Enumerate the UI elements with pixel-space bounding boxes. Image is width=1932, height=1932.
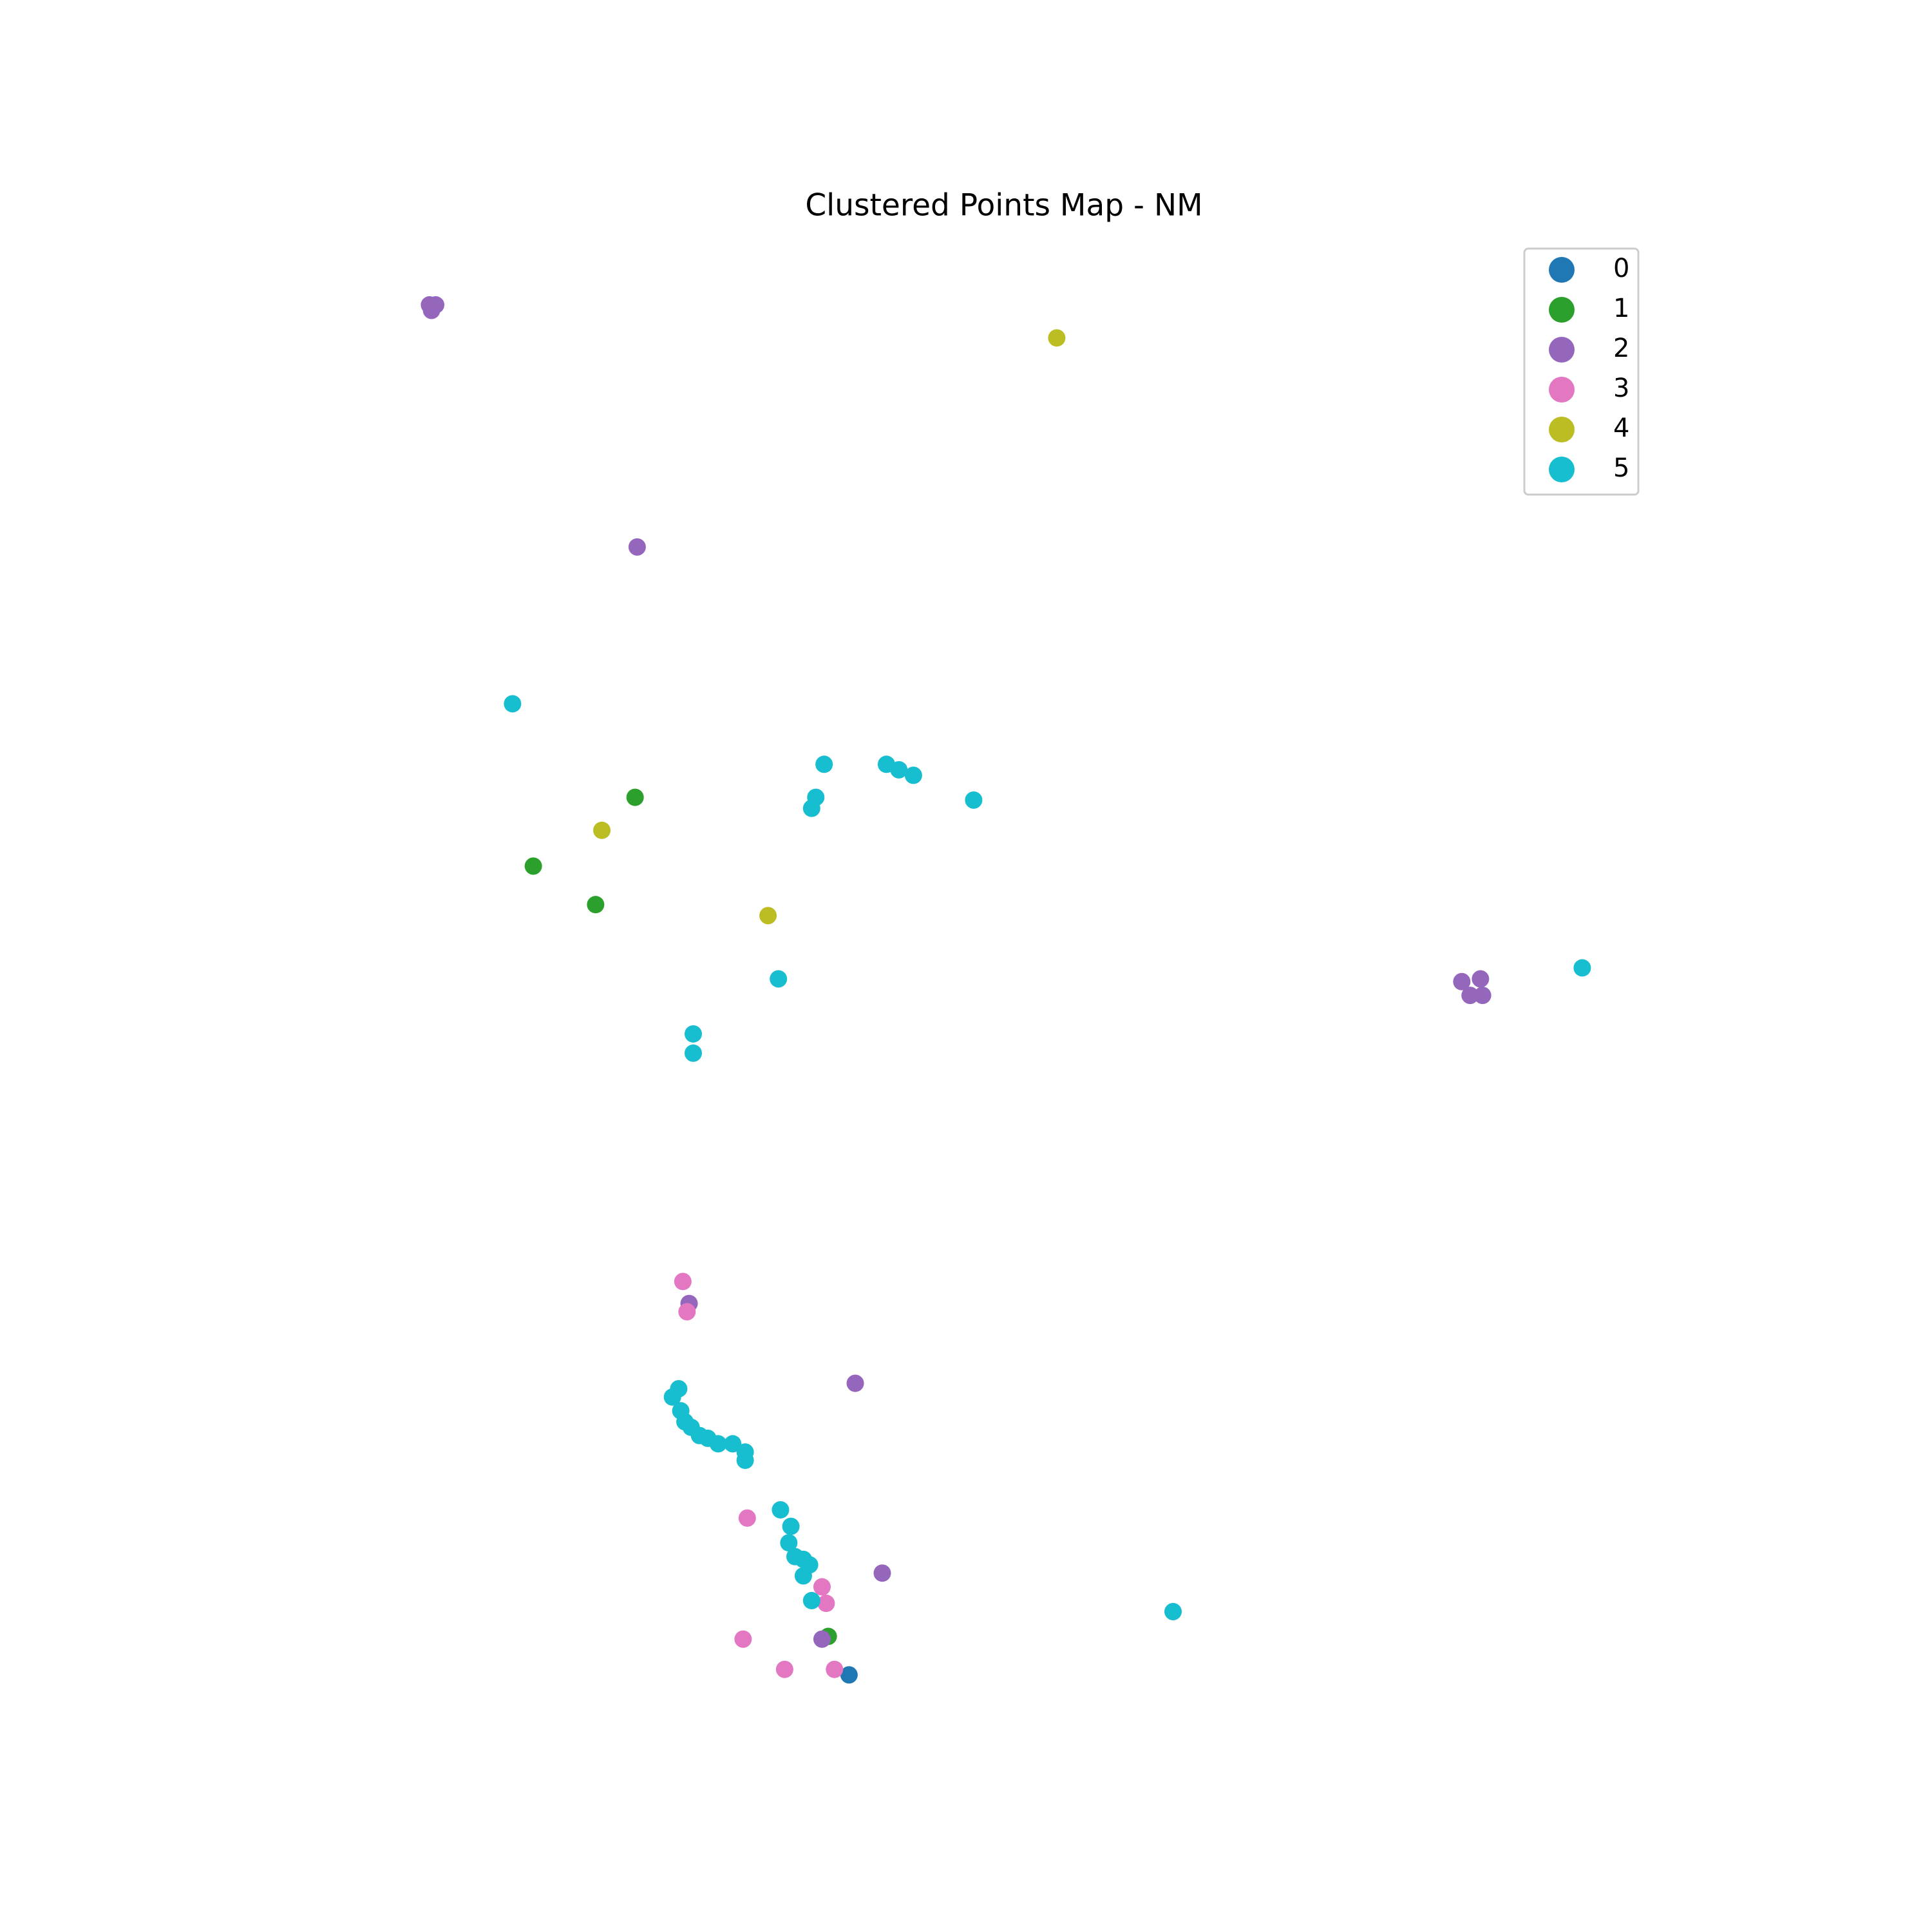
- point: [734, 1630, 752, 1648]
- point: [846, 1374, 864, 1392]
- point: [890, 761, 908, 779]
- point: [775, 1660, 793, 1678]
- point: [663, 1388, 681, 1406]
- point: [587, 896, 605, 914]
- point: [826, 1660, 844, 1678]
- point: [626, 788, 644, 806]
- point: [684, 1044, 702, 1062]
- point: [813, 1630, 831, 1648]
- point: [593, 821, 611, 839]
- point: [674, 1273, 692, 1291]
- legend-marker: [1549, 377, 1575, 402]
- point: [1473, 987, 1492, 1005]
- point: [1472, 970, 1490, 988]
- legend-label: 3: [1613, 374, 1629, 403]
- legend-marker: [1549, 457, 1575, 482]
- point: [524, 857, 542, 875]
- legend-label: 0: [1613, 254, 1629, 283]
- point: [1453, 972, 1471, 990]
- legend-label: 5: [1613, 453, 1629, 483]
- point: [1164, 1603, 1182, 1621]
- point: [1573, 959, 1591, 977]
- point: [772, 1501, 790, 1519]
- point: [904, 766, 922, 784]
- legend-marker: [1549, 257, 1575, 283]
- chart-title: Clustered Points Map - NM: [805, 188, 1202, 223]
- point: [709, 1435, 727, 1453]
- point: [817, 1595, 835, 1613]
- point: [724, 1435, 742, 1453]
- legend-marker: [1549, 337, 1575, 363]
- point: [873, 1564, 891, 1582]
- point: [678, 1303, 696, 1321]
- point: [422, 301, 440, 319]
- point: [504, 695, 522, 713]
- legend-label: 4: [1613, 413, 1629, 443]
- legend-marker: [1549, 297, 1575, 323]
- point: [736, 1452, 754, 1470]
- point: [802, 799, 820, 817]
- point: [759, 907, 777, 925]
- legend-label: 2: [1613, 334, 1629, 363]
- point: [840, 1666, 858, 1684]
- legend-marker: [1549, 417, 1575, 442]
- point: [628, 538, 646, 556]
- point: [1048, 329, 1066, 347]
- point: [780, 1534, 798, 1552]
- point: [738, 1509, 756, 1527]
- point: [794, 1567, 812, 1585]
- point: [802, 1591, 820, 1609]
- point: [813, 1578, 831, 1596]
- point: [684, 1025, 702, 1043]
- point: [1461, 987, 1479, 1005]
- point: [965, 791, 983, 809]
- point: [770, 970, 788, 988]
- point: [815, 755, 833, 773]
- legend-label: 1: [1613, 294, 1629, 323]
- point: [782, 1517, 800, 1535]
